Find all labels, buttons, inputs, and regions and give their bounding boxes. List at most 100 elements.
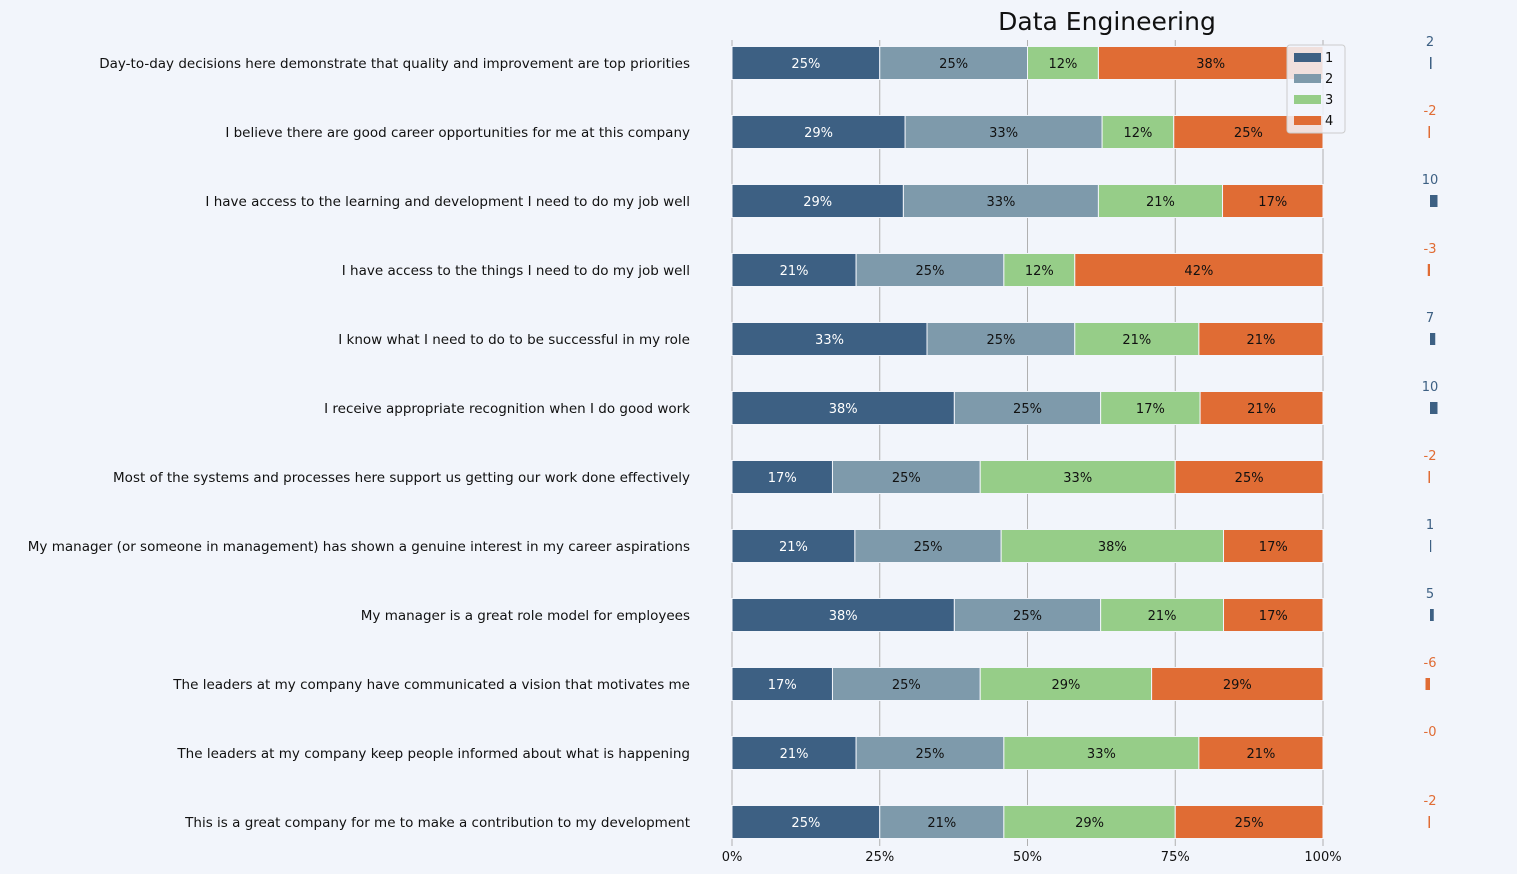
y-axis-labels: Day-to-day decisions here demonstrate th… <box>28 56 690 831</box>
data-label: 38% <box>829 402 858 417</box>
data-label: 21% <box>1148 609 1177 624</box>
y-tick-label: I know what I need to do to be successfu… <box>338 332 690 348</box>
data-label: 25% <box>914 540 943 555</box>
y-tick-label: My manager is a great role model for emp… <box>361 608 690 624</box>
bar-segment <box>1174 460 1324 494</box>
x-tick-label: 0% <box>722 850 743 865</box>
bar-segment <box>731 253 857 287</box>
legend-swatch <box>1294 74 1321 83</box>
net-score-bar <box>1430 57 1432 69</box>
data-label: 25% <box>916 264 945 279</box>
data-label: 38% <box>1098 540 1127 555</box>
x-tick-label: 25% <box>865 850 894 865</box>
data-label: 33% <box>1087 747 1116 762</box>
net-score-bar <box>1428 816 1430 828</box>
legend-label: 3 <box>1325 93 1333 108</box>
bar-segment <box>731 46 881 80</box>
data-label: 12% <box>1025 264 1054 279</box>
net-score-bar <box>1425 678 1430 690</box>
grid <box>731 40 1324 846</box>
data-label: 21% <box>1146 195 1175 210</box>
data-label: 12% <box>1049 57 1078 72</box>
legend-label: 1 <box>1325 51 1333 66</box>
y-tick-label: I have access to the learning and develo… <box>205 194 690 210</box>
y-tick-label: The leaders at my company keep people in… <box>176 746 690 762</box>
data-label: 25% <box>892 678 921 693</box>
data-label: 29% <box>1051 678 1080 693</box>
legend-label: 4 <box>1325 114 1333 129</box>
bar-segment <box>1198 736 1324 770</box>
bar-segment <box>1003 736 1200 770</box>
bar-segment <box>731 805 881 839</box>
bar-segment <box>855 253 1005 287</box>
net-score-label: 10 <box>1422 380 1439 395</box>
y-tick-label: This is a great company for me to make a… <box>184 815 690 831</box>
data-label: 25% <box>1013 402 1042 417</box>
y-tick-label: Most of the systems and processes here s… <box>113 470 690 486</box>
data-label: 33% <box>1063 471 1092 486</box>
bar-segment <box>926 322 1076 356</box>
data-label: 33% <box>986 195 1015 210</box>
chart-title: Data Engineering <box>998 7 1216 36</box>
bar-segment <box>953 598 1102 632</box>
data-label: 25% <box>939 57 968 72</box>
data-label: 21% <box>1247 402 1276 417</box>
bar-segment <box>1097 46 1324 80</box>
bar-segment <box>879 46 1028 80</box>
data-label: 17% <box>1136 402 1165 417</box>
bar-segment <box>953 391 1102 425</box>
legend-label: 2 <box>1325 72 1333 87</box>
bar-segment <box>1101 115 1175 149</box>
legend-swatch <box>1294 116 1321 125</box>
bar-segment <box>1198 322 1324 356</box>
bar-segment <box>855 736 1005 770</box>
data-label: 21% <box>779 540 808 555</box>
data-label: 29% <box>803 195 832 210</box>
data-label: 29% <box>1075 816 1104 831</box>
data-label: 25% <box>1234 126 1263 141</box>
bar-segment <box>902 184 1099 218</box>
y-tick-label: I have access to the things I need to do… <box>342 263 690 279</box>
y-tick-label: I receive appropriate recognition when I… <box>324 401 690 417</box>
net-score-bar <box>1430 609 1434 621</box>
data-label: 21% <box>780 264 809 279</box>
data-label: 21% <box>1122 333 1151 348</box>
bar-segment <box>731 391 955 425</box>
bar-segment <box>731 184 904 218</box>
bar-segment <box>1100 598 1225 632</box>
net-score-label: -6 <box>1424 656 1437 671</box>
net-score-bar <box>1430 540 1432 552</box>
data-label: 38% <box>829 609 858 624</box>
data-label: 17% <box>1258 195 1287 210</box>
net-score-bar <box>1430 195 1438 207</box>
data-label: 17% <box>768 471 797 486</box>
net-score-label: -2 <box>1424 104 1437 119</box>
data-label: 25% <box>916 747 945 762</box>
net-score-label: 1 <box>1426 518 1434 533</box>
net-score-bar <box>1430 333 1436 345</box>
net-score-bar <box>1427 264 1430 276</box>
net-score-bar <box>1428 126 1430 138</box>
data-label: 12% <box>1123 126 1152 141</box>
data-label: 29% <box>804 126 833 141</box>
data-label: 21% <box>1246 747 1275 762</box>
legend: 1 2 3 4 <box>1286 44 1346 134</box>
y-tick-label: Day-to-day decisions here demonstrate th… <box>99 56 690 72</box>
data-label: 25% <box>1235 471 1264 486</box>
bar-segment <box>1027 46 1099 80</box>
bar-segment <box>979 667 1153 701</box>
bar-segment <box>1199 391 1324 425</box>
bar-segment <box>854 529 1002 563</box>
y-tick-label: I believe there are good career opportun… <box>225 125 690 141</box>
bar-segment <box>1174 805 1324 839</box>
net-score-bar <box>1430 402 1438 414</box>
data-label: 33% <box>989 126 1018 141</box>
bar-segment <box>1003 253 1076 287</box>
bar-segment <box>731 529 856 563</box>
data-label: 21% <box>927 816 956 831</box>
bar-segment <box>1074 253 1324 287</box>
legend-swatch <box>1294 95 1321 104</box>
data-label: 17% <box>1259 540 1288 555</box>
x-tick-label: 50% <box>1013 850 1042 865</box>
